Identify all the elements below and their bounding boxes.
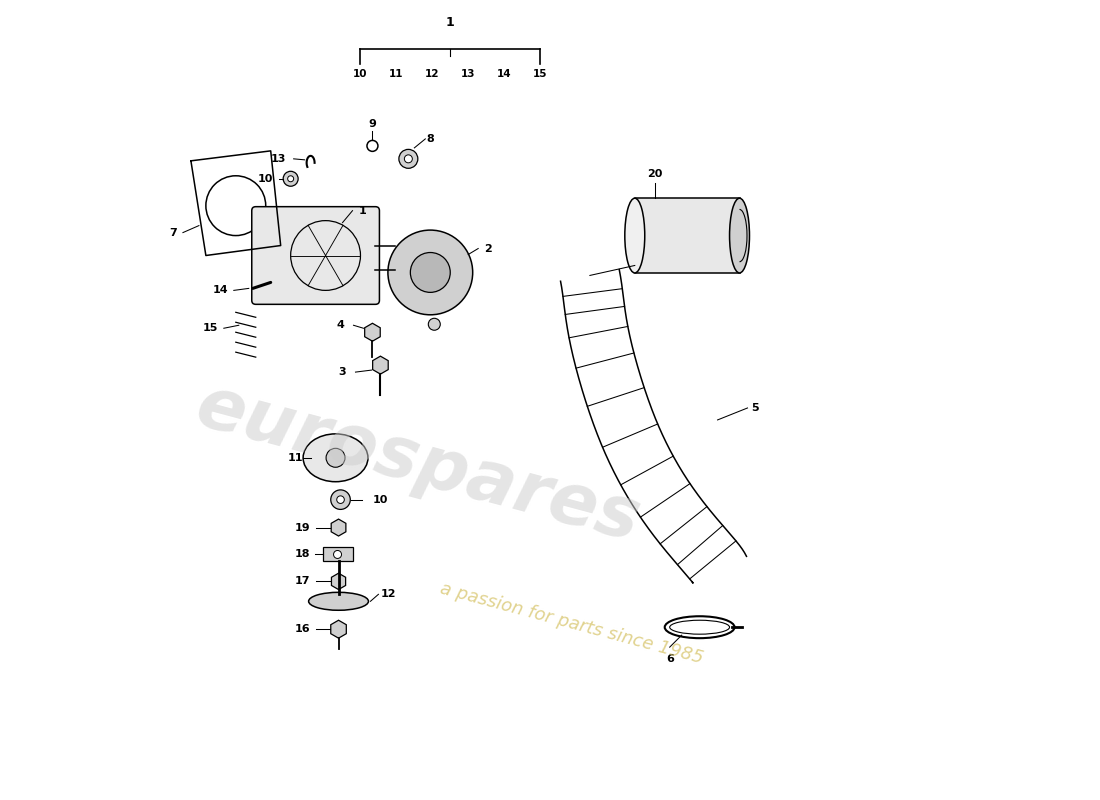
Text: 1: 1 [446, 16, 454, 30]
Circle shape [410, 253, 450, 292]
Text: 3: 3 [339, 367, 346, 377]
Text: 15: 15 [532, 69, 548, 79]
Ellipse shape [670, 620, 729, 634]
Ellipse shape [304, 434, 368, 482]
Text: 14: 14 [213, 286, 229, 295]
Ellipse shape [729, 198, 749, 273]
Text: 16: 16 [295, 624, 310, 634]
Polygon shape [331, 620, 346, 638]
Text: 12: 12 [425, 69, 440, 79]
Bar [635, 198, 739, 273]
Circle shape [399, 150, 418, 168]
Text: 13: 13 [271, 154, 286, 164]
Text: 1: 1 [359, 206, 366, 216]
Text: a passion for parts since 1985: a passion for parts since 1985 [438, 579, 705, 667]
Text: 12: 12 [381, 590, 396, 599]
Text: 2: 2 [484, 243, 492, 254]
Text: 15: 15 [204, 323, 219, 334]
FancyBboxPatch shape [252, 206, 380, 304]
Text: eurospares: eurospares [189, 371, 648, 556]
Text: 10: 10 [258, 174, 274, 184]
Text: 8: 8 [427, 134, 434, 144]
Text: 10: 10 [373, 494, 388, 505]
Circle shape [326, 448, 345, 467]
Ellipse shape [625, 198, 645, 273]
Circle shape [331, 490, 350, 510]
Text: 6: 6 [666, 654, 673, 664]
Polygon shape [373, 356, 388, 374]
Circle shape [288, 176, 294, 182]
Polygon shape [331, 519, 345, 536]
Text: 19: 19 [295, 522, 310, 533]
Text: 9: 9 [368, 119, 376, 129]
Text: 13: 13 [461, 69, 475, 79]
Text: 7: 7 [169, 227, 177, 238]
Text: 11: 11 [389, 69, 404, 79]
Circle shape [283, 171, 298, 186]
Circle shape [428, 318, 440, 330]
Text: 14: 14 [497, 69, 512, 79]
Text: 17: 17 [295, 576, 310, 586]
Text: 18: 18 [295, 550, 310, 559]
Ellipse shape [309, 592, 368, 610]
Polygon shape [331, 573, 345, 590]
Circle shape [333, 550, 341, 558]
Text: 10: 10 [353, 69, 367, 79]
Text: 20: 20 [647, 169, 662, 178]
Bar [322, 547, 352, 562]
Ellipse shape [664, 616, 735, 638]
Circle shape [337, 496, 344, 503]
Text: 5: 5 [751, 403, 759, 413]
Polygon shape [365, 323, 381, 342]
Text: 4: 4 [337, 320, 344, 330]
Text: 11: 11 [288, 453, 304, 462]
Circle shape [405, 155, 412, 163]
Ellipse shape [388, 230, 473, 314]
